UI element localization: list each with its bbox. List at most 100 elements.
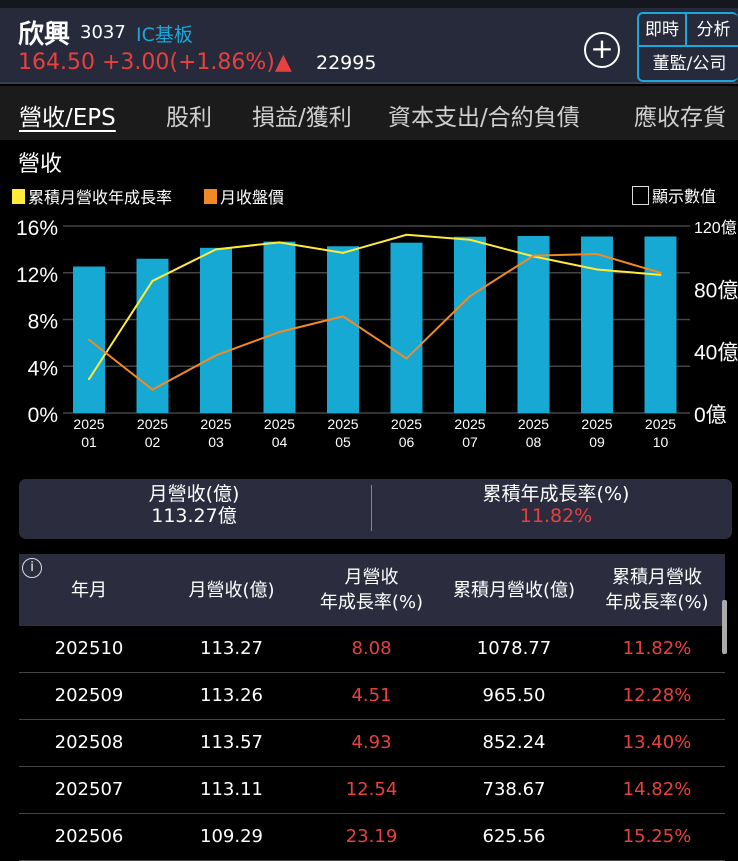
table-cell: 202508 — [54, 732, 124, 753]
line-point — [278, 330, 281, 333]
revenue-bar — [327, 246, 359, 413]
legend-swatch — [204, 188, 217, 204]
section-title: 營收 — [18, 152, 63, 177]
summary-label: 累積年成長率(%) — [482, 483, 630, 505]
table-row[interactable]: 202510 113.27 8.08 1078.77 11.82% — [19, 626, 725, 673]
volume: 22995 — [316, 52, 377, 74]
column-header: 累積月營收 年成長率(%) — [605, 567, 709, 613]
line-point — [659, 273, 662, 276]
column-header: 月營收 年成長率(%) — [319, 567, 424, 613]
up-arrow-icon: ▲ — [274, 50, 292, 75]
legend-cumulative: 累積月營收年成長率 — [12, 184, 172, 208]
table-cell: 13.40% — [622, 732, 692, 753]
line-point — [532, 254, 535, 257]
x-tick-label: 2025 — [391, 416, 422, 432]
scrollbar[interactable] — [722, 600, 727, 654]
table-row[interactable]: 202507 113.11 12.54 738.67 14.82% — [19, 767, 725, 814]
tab-capex[interactable]: 資本支出/合約負債 — [388, 105, 580, 131]
table-cell: 109.29 — [200, 826, 263, 847]
x-tick-label: 03 — [208, 434, 224, 450]
x-tick-label: 2025 — [137, 416, 168, 432]
left-tick-label: 4% — [28, 357, 58, 380]
line-point — [278, 241, 281, 244]
table-row[interactable]: 202508 113.57 4.93 852.24 13.40% — [19, 720, 725, 767]
tab-profit[interactable]: 損益/獲利 — [252, 105, 352, 131]
x-tick-label: 2025 — [518, 416, 549, 432]
quick-buttons: 即時 分析 董監/公司 — [637, 12, 738, 82]
table-cell: 625.56 — [482, 826, 546, 847]
table-cell: 4.93 — [351, 732, 392, 753]
line-point — [151, 388, 154, 391]
revenue-bar — [517, 236, 550, 413]
right-tick-label: 0億 — [694, 404, 727, 427]
add-watchlist-icon[interactable]: + — [584, 32, 620, 68]
x-tick-label: 2025 — [73, 416, 104, 432]
table-cell: 113.11 — [200, 779, 263, 800]
summary-cumulative: 累積年成長率(%) 11.82% — [381, 483, 731, 527]
summary-monthly: 月營收(億) 113.27億 — [19, 483, 369, 527]
x-tick-label: 2025 — [581, 416, 612, 432]
line-point — [405, 233, 408, 236]
left-tick-label: 12% — [16, 264, 58, 287]
directors-button[interactable]: 董監/公司 — [652, 54, 727, 74]
line-point — [151, 279, 154, 282]
table-cell: 202510 — [54, 638, 124, 659]
left-tick-label: 16% — [16, 217, 58, 240]
summary-value: 11.82% — [519, 505, 593, 527]
table-cell: 23.19 — [345, 826, 398, 847]
revenue-bar — [200, 247, 232, 413]
checkbox-label: 顯示數值 — [652, 187, 717, 206]
x-tick-label: 02 — [145, 434, 161, 450]
x-tick-label: 2025 — [327, 416, 358, 432]
price-change: 164.50 +3.00(+1.86%) — [18, 50, 275, 75]
line-point — [342, 315, 344, 318]
line-point — [596, 253, 598, 256]
table-cell: 15.25% — [622, 826, 692, 847]
divider — [371, 485, 372, 531]
x-tick-label: 05 — [335, 434, 351, 450]
legend-swatch — [12, 188, 25, 204]
revenue-table: i 年月 月營收(億) 月營收 年成長率(%) 累積月營收(億) 累積月營收 年成長率(… — [19, 554, 725, 861]
legend-label: 月收盤價 — [220, 188, 285, 207]
table-row[interactable]: 202509 113.26 4.51 965.50 12.28% — [19, 673, 725, 720]
line-point — [342, 251, 344, 254]
tab-revenue-eps[interactable]: 營收/EPS — [19, 105, 116, 131]
column-header: 月營收(億) — [188, 579, 275, 601]
legend-label: 累積月營收年成長率 — [28, 188, 173, 207]
revenue-bar — [390, 242, 423, 413]
status-strip — [0, 0, 738, 8]
table-cell: 202507 — [54, 779, 124, 800]
left-tick-label: 0% — [28, 404, 58, 427]
realtime-button[interactable]: 即時 — [639, 14, 687, 47]
revenue-bar — [263, 241, 296, 413]
table-header: i 年月 月營收(億) 月營收 年成長率(%) 累積月營收(億) 累積月營收 年成長率(… — [19, 554, 725, 626]
show-values-checkbox[interactable]: 顯示數值 — [632, 183, 716, 207]
industry-link[interactable]: IC基板 — [136, 24, 193, 46]
cumulative-growth-line — [88, 233, 661, 380]
revenue-bar — [644, 236, 677, 413]
line-point — [215, 248, 217, 251]
table-cell: 11.82% — [622, 638, 692, 659]
line-point — [469, 295, 471, 298]
table-cell: 113.27 — [200, 638, 263, 659]
summary-value: 113.27億 — [151, 505, 237, 527]
right-tick-label: 80億 — [694, 279, 738, 302]
column-header: 年月 — [71, 579, 107, 601]
line-point — [405, 357, 408, 360]
table-cell: 1078.77 — [476, 638, 552, 659]
stock-header: 欣興 3037 IC基板 164.50 +3.00(+1.86%)▲ 22995… — [0, 8, 738, 84]
analysis-button[interactable]: 分析 — [687, 14, 738, 47]
table-cell: 202506 — [54, 826, 124, 847]
tab-receivables[interactable]: 應收存貨 — [634, 105, 726, 131]
checkbox-icon[interactable] — [632, 185, 649, 205]
info-icon[interactable]: i — [22, 558, 42, 578]
x-tick-label: 10 — [653, 434, 669, 450]
tab-bar: 營收/EPS 股利 損益/獲利 資本支出/合約負債 應收存貨 — [0, 86, 738, 140]
x-tick-label: 06 — [399, 434, 415, 450]
table-cell: 852.24 — [482, 732, 546, 753]
line-point — [659, 271, 662, 274]
table-cell: 202509 — [54, 685, 124, 706]
table-cell: 113.26 — [200, 685, 263, 706]
stock-code: 3037 — [80, 22, 126, 43]
tab-dividend[interactable]: 股利 — [166, 105, 212, 131]
